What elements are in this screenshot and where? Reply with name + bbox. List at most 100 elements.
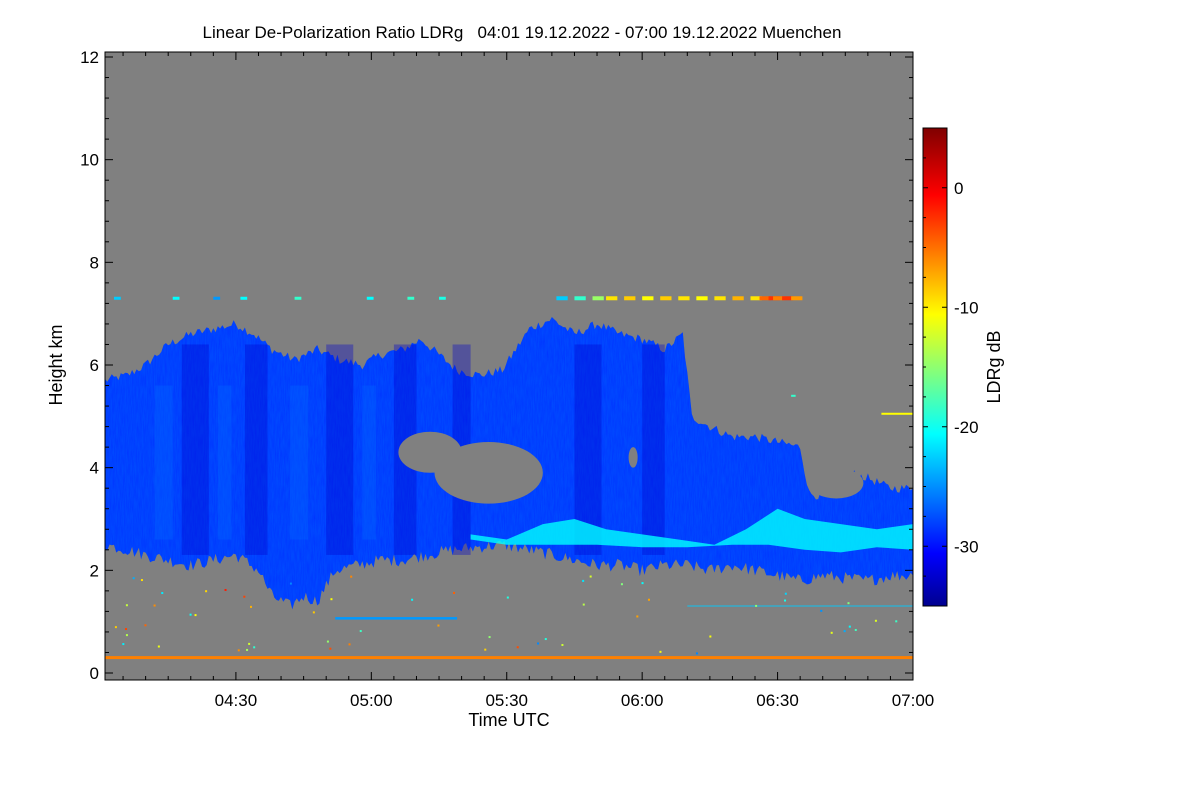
chart-title: Linear De-Polarization Ratio LDRg 04:01 … bbox=[203, 23, 842, 42]
speckle bbox=[312, 611, 315, 614]
x-tick-label: 06:00 bbox=[621, 691, 664, 710]
speckle bbox=[330, 598, 333, 601]
speckle bbox=[122, 643, 125, 646]
x-tick-label: 07:00 bbox=[892, 691, 935, 710]
y-tick-label: 2 bbox=[90, 561, 99, 580]
y-tick-label: 12 bbox=[80, 48, 99, 67]
cirrus-cell bbox=[773, 296, 785, 301]
cloud-gap bbox=[809, 467, 864, 499]
cirrus-cell bbox=[696, 296, 708, 301]
echo-dash bbox=[881, 412, 913, 415]
fall-streak bbox=[574, 344, 602, 555]
speckle bbox=[248, 642, 251, 645]
speckle bbox=[237, 649, 240, 652]
speckle bbox=[350, 575, 353, 578]
speckle bbox=[161, 592, 164, 595]
colorbar-tick-label: -20 bbox=[954, 418, 979, 437]
speckle bbox=[484, 648, 487, 651]
cirrus-cell bbox=[556, 296, 568, 301]
cirrus-cell bbox=[624, 296, 636, 301]
speckle bbox=[125, 634, 128, 637]
speckle bbox=[348, 643, 351, 646]
sparse-echo bbox=[439, 296, 446, 300]
speckle bbox=[205, 590, 208, 593]
fall-streak-light bbox=[362, 385, 376, 540]
speckle bbox=[243, 595, 246, 598]
speckle bbox=[125, 604, 128, 607]
fall-streak bbox=[244, 344, 268, 555]
speckle bbox=[830, 631, 833, 634]
speckle bbox=[124, 628, 127, 631]
colorbar-tick-label: 0 bbox=[954, 179, 963, 198]
speckle bbox=[453, 591, 456, 594]
sparse-echo bbox=[114, 296, 121, 300]
y-tick-label: 4 bbox=[90, 459, 99, 478]
speckle bbox=[784, 599, 787, 602]
speckle bbox=[847, 602, 850, 605]
speckle bbox=[755, 604, 758, 607]
speckle bbox=[641, 582, 644, 585]
speckle bbox=[620, 583, 623, 586]
cirrus-cell bbox=[592, 296, 604, 301]
cirrus-cell bbox=[642, 296, 654, 301]
speckle bbox=[359, 630, 362, 633]
speckle bbox=[843, 630, 846, 633]
low-echo-line bbox=[335, 617, 458, 620]
cirrus-cell bbox=[606, 296, 618, 301]
fall-streak bbox=[326, 344, 354, 555]
speckle bbox=[329, 647, 332, 650]
speckle bbox=[709, 635, 712, 638]
cloud-gap bbox=[628, 447, 638, 468]
speckle bbox=[194, 614, 197, 617]
speckle bbox=[561, 643, 564, 646]
sparse-echo bbox=[213, 296, 221, 300]
heatmap-layer bbox=[105, 296, 913, 660]
speckle bbox=[544, 638, 547, 641]
speckle bbox=[895, 620, 898, 623]
sparse-echo bbox=[240, 296, 248, 300]
cirrus-cell bbox=[759, 296, 771, 301]
speckle bbox=[411, 598, 414, 601]
cloud-gap bbox=[434, 442, 543, 504]
speckle bbox=[874, 619, 877, 622]
speckle bbox=[437, 624, 440, 627]
speckle bbox=[589, 575, 592, 578]
cirrus-cell bbox=[732, 296, 744, 301]
x-tick-label: 04:30 bbox=[215, 691, 258, 710]
sparse-echo bbox=[172, 296, 180, 300]
x-tick-label: 05:30 bbox=[485, 691, 528, 710]
colorbar-label: LDRg dB bbox=[984, 330, 1004, 403]
cirrus-cell bbox=[574, 296, 586, 301]
speckle bbox=[224, 588, 227, 591]
speckle bbox=[114, 626, 117, 629]
fall-streak-light bbox=[154, 385, 173, 540]
speckle bbox=[820, 609, 823, 612]
y-tick-label: 6 bbox=[90, 356, 99, 375]
speckle bbox=[854, 628, 857, 631]
speckle bbox=[140, 579, 143, 582]
speckle bbox=[189, 613, 192, 616]
speckle bbox=[784, 592, 787, 595]
fall-streak-light bbox=[290, 385, 309, 540]
melting-layer bbox=[470, 508, 913, 553]
speckle bbox=[289, 582, 292, 585]
y-tick-label: 10 bbox=[80, 151, 99, 170]
cirrus-cell bbox=[714, 296, 726, 301]
speckle bbox=[144, 624, 147, 627]
y-axis-label: Height km bbox=[46, 324, 66, 405]
speckle bbox=[537, 642, 540, 645]
sparse-echo bbox=[294, 296, 302, 300]
fall-streak bbox=[181, 344, 209, 555]
speckle bbox=[695, 652, 698, 655]
plot-frame bbox=[104, 51, 914, 681]
speckle bbox=[132, 577, 135, 580]
speckle bbox=[246, 648, 249, 651]
ground-clutter-line bbox=[105, 656, 913, 660]
cirrus-cell bbox=[750, 296, 762, 301]
speckle bbox=[506, 596, 509, 599]
fall-streak-light bbox=[217, 385, 232, 540]
cloud-gap bbox=[398, 431, 462, 473]
speckle bbox=[326, 640, 329, 643]
fall-streak bbox=[642, 344, 665, 555]
y-axis: 0 2 4 6 8 10 12 bbox=[80, 48, 913, 683]
